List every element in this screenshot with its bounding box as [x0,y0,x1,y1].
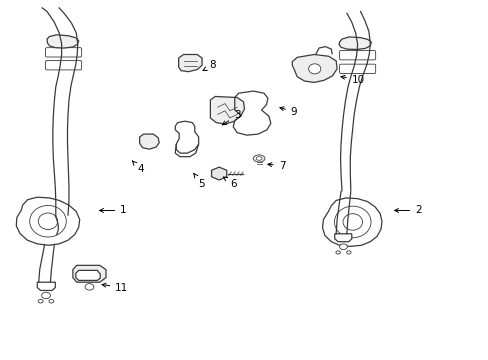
FancyBboxPatch shape [339,50,375,60]
PathPatch shape [16,197,80,245]
Text: 7: 7 [267,161,285,171]
Text: 10: 10 [340,75,364,85]
Text: 9: 9 [279,107,297,117]
PathPatch shape [292,54,336,82]
PathPatch shape [140,134,159,149]
Ellipse shape [256,157,262,160]
Ellipse shape [335,251,340,254]
Text: 8: 8 [203,60,216,71]
PathPatch shape [334,234,351,242]
Ellipse shape [30,206,66,237]
Ellipse shape [85,284,94,290]
Ellipse shape [253,155,264,162]
Text: 2: 2 [394,206,421,216]
FancyBboxPatch shape [45,60,81,70]
PathPatch shape [76,270,100,280]
Ellipse shape [38,300,43,303]
FancyBboxPatch shape [45,48,81,57]
Text: 3: 3 [222,111,240,125]
Text: 5: 5 [193,174,204,189]
Ellipse shape [339,244,346,249]
Ellipse shape [334,206,370,238]
PathPatch shape [211,167,226,180]
Text: 11: 11 [102,283,128,293]
PathPatch shape [47,35,79,48]
Ellipse shape [41,292,50,299]
Ellipse shape [38,213,58,229]
Ellipse shape [308,64,320,74]
Text: 6: 6 [223,177,236,189]
PathPatch shape [37,282,55,291]
PathPatch shape [73,265,106,282]
PathPatch shape [210,96,244,124]
Text: 1: 1 [100,206,126,216]
PathPatch shape [338,37,370,49]
Ellipse shape [49,300,54,303]
PathPatch shape [322,198,381,246]
Ellipse shape [346,251,350,254]
Ellipse shape [342,214,362,230]
PathPatch shape [178,54,202,72]
FancyBboxPatch shape [339,64,375,73]
Text: 4: 4 [132,161,143,174]
